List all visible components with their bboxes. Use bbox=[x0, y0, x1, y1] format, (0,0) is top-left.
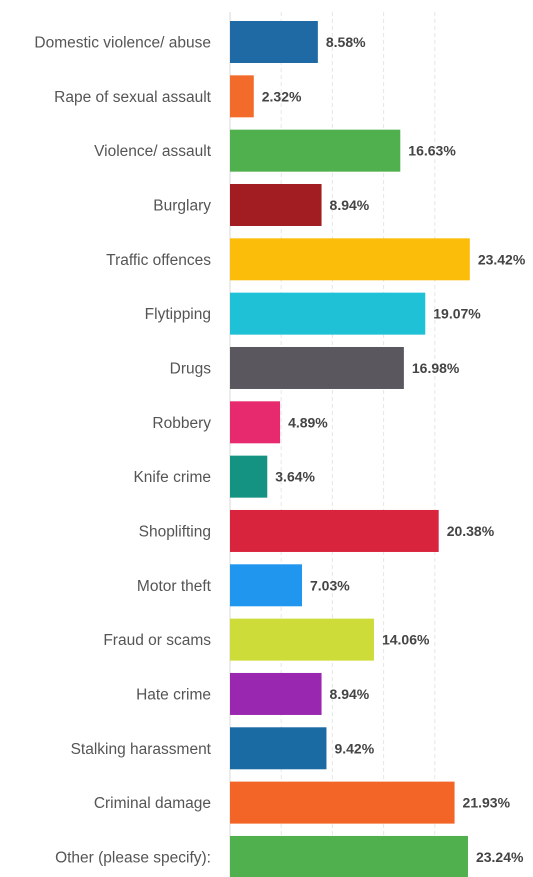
bar-4 bbox=[230, 183, 322, 226]
category-label: Drugs bbox=[170, 360, 212, 377]
value-label: 8.58% bbox=[326, 34, 366, 50]
category-label: Shoplifting bbox=[139, 523, 211, 540]
bar-11 bbox=[230, 564, 302, 607]
category-label: Traffic offences bbox=[106, 252, 211, 269]
value-label: 14.06% bbox=[382, 632, 430, 648]
bar-5 bbox=[230, 238, 470, 281]
value-labels: 8.58% 2.32% 16.63% 8.94% 23.42% 19.07% 16.98% 4… bbox=[262, 34, 526, 865]
category-label: Criminal damage bbox=[94, 795, 211, 812]
bars bbox=[230, 21, 470, 877]
value-label: 3.64% bbox=[275, 469, 315, 485]
category-label: Burglary bbox=[153, 197, 211, 214]
category-label: Motor theft bbox=[137, 578, 212, 595]
bar-3 bbox=[230, 129, 401, 172]
value-label: 2.32% bbox=[262, 88, 302, 104]
value-label: 20.38% bbox=[447, 523, 495, 539]
bar-8 bbox=[230, 401, 281, 444]
value-label: 9.42% bbox=[334, 740, 374, 756]
value-label: 16.63% bbox=[408, 143, 456, 159]
value-label: 4.89% bbox=[288, 414, 328, 430]
bar-13 bbox=[230, 672, 322, 715]
value-label: 19.07% bbox=[433, 306, 481, 322]
value-label: 7.03% bbox=[310, 577, 350, 593]
bar-1 bbox=[230, 21, 318, 63]
category-label: Stalking harassment bbox=[71, 741, 212, 758]
category-labels: Domestic violence/ abuse Rape of sexual a… bbox=[34, 35, 211, 867]
bar-2 bbox=[230, 75, 254, 118]
value-label: 8.94% bbox=[330, 686, 370, 702]
category-label: Domestic violence/ abuse bbox=[34, 35, 211, 52]
bar-16 bbox=[230, 835, 468, 877]
category-label: Fraud or scams bbox=[103, 632, 211, 649]
value-label: 23.42% bbox=[478, 251, 526, 267]
value-label: 16.98% bbox=[412, 360, 460, 376]
category-label: Knife crime bbox=[133, 469, 211, 486]
value-label: 21.93% bbox=[463, 795, 511, 811]
category-label: Robbery bbox=[152, 415, 211, 432]
bar-7 bbox=[230, 346, 404, 389]
bar-6 bbox=[230, 292, 426, 335]
bar-10 bbox=[230, 509, 439, 552]
bar-12 bbox=[230, 618, 374, 661]
category-label: Rape of sexual assault bbox=[54, 89, 212, 106]
category-label: Hate crime bbox=[136, 686, 211, 703]
bar-15 bbox=[230, 781, 455, 824]
category-label: Violence/ assault bbox=[94, 143, 212, 160]
bar-9 bbox=[230, 455, 268, 498]
bar-14 bbox=[230, 727, 327, 770]
value-label: 8.94% bbox=[330, 197, 370, 213]
category-label: Flytipping bbox=[145, 306, 211, 323]
value-label: 23.24% bbox=[476, 849, 524, 865]
category-label: Other (please specify): bbox=[55, 849, 211, 866]
